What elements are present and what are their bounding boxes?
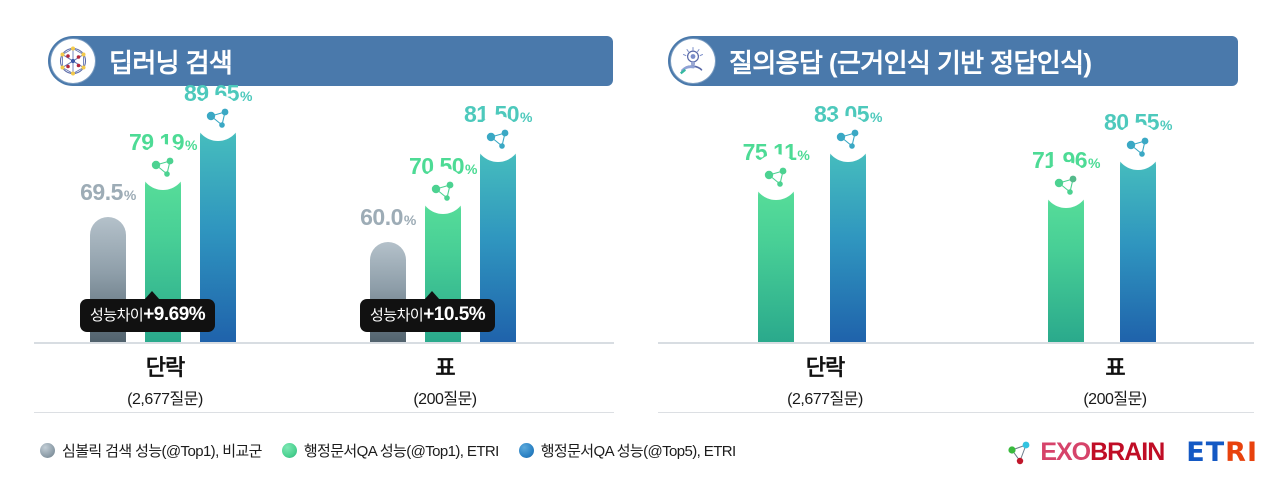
bar-green (758, 177, 794, 343)
network-node-icon (475, 116, 521, 162)
legend-label: 심볼릭 검색 성능(@Top1), 비교군 (62, 443, 262, 460)
panel-title: 질의응답 (근거인식 기반 정답인식) (729, 47, 1092, 78)
network-node-icon (1043, 162, 1089, 208)
network-node-icon (140, 144, 186, 190)
network-node-icon (1115, 124, 1161, 170)
etri-wordmark: ETRI (1186, 436, 1258, 468)
panel-question-answering: 질의응답 (근거인식 기반 정답인식) 75.11% 83.05% (640, 0, 1280, 499)
chart-legend: 심볼릭 검색 성능(@Top1), 비교군 행정문서QA 성능(@Top1), … (40, 440, 736, 461)
delta-badge: 성능차이 +10.5% (360, 291, 496, 332)
panel-deep-learning-search: 딥러닝 검색 69.5% 79.19% (34, 36, 614, 413)
network-node-icon (420, 168, 466, 214)
bar-value-label: 60.0% (360, 204, 416, 230)
bar-green (1048, 185, 1084, 343)
panel-title: 딥러닝 검색 (109, 47, 233, 78)
network-node-icon (195, 95, 241, 141)
exobrain-logo: EXOBRAIN (1005, 437, 1165, 467)
bar-blue (1120, 147, 1156, 343)
bar-value-label: 69.5% (80, 179, 136, 205)
chart-baseline (658, 342, 1254, 344)
bar-group: 71.96% 80.55% (1008, 100, 1178, 343)
hand-lightbulb-icon (671, 39, 715, 83)
category-label: 단락 (2,677질문) (787, 355, 863, 408)
category-label: 표 (200질문) (413, 355, 477, 408)
bar-blue (830, 139, 866, 343)
panel-header: 질의응답 (근거인식 기반 정답인식) (668, 36, 1238, 86)
network-node-icon (753, 154, 799, 200)
logo-bar: EXOBRAIN ETRI (1005, 437, 1258, 467)
category-label: 단락 (2,677질문) (127, 355, 203, 408)
legend-label: 행정문서QA 성능(@Top5), ETRI (540, 443, 736, 460)
legend-dot-icon (518, 443, 534, 458)
legend-item: 행정문서QA 성능(@Top1), ETRI (281, 440, 499, 461)
bar-group: 75.11% 83.05% (718, 100, 888, 343)
delta-label: 성능차이 (370, 307, 424, 324)
delta-value: +9.69% (143, 304, 206, 325)
molecule-icon (51, 39, 95, 83)
delta-arrow (424, 291, 440, 300)
legend-item: 행정문서QA 성능(@Top5), ETRI (518, 440, 736, 461)
chart-axis-divider (658, 412, 1254, 413)
legend-dot-icon (40, 443, 55, 458)
network-node-icon (825, 116, 871, 162)
category-label: 표 (200질문) (1083, 355, 1147, 408)
delta-label: 성능차이 (90, 307, 144, 324)
exobrain-wordmark: EXOBRAIN (1040, 437, 1165, 466)
chart-baseline (34, 342, 614, 344)
delta-arrow (144, 291, 160, 300)
legend-item: 심볼릭 검색 성능(@Top1), 비교군 (40, 440, 262, 461)
legend-label: 행정문서QA 성능(@Top1), ETRI (303, 443, 499, 460)
panel-header: 딥러닝 검색 (48, 36, 613, 86)
delta-value: +10.5% (423, 304, 486, 325)
legend-dot-icon (281, 443, 297, 458)
exobrain-mark-icon (1008, 441, 1030, 465)
delta-badge: 성능차이 +9.69% (80, 291, 216, 332)
etri-logo: ETRI (1186, 439, 1258, 466)
chart-axis-divider (34, 412, 614, 413)
